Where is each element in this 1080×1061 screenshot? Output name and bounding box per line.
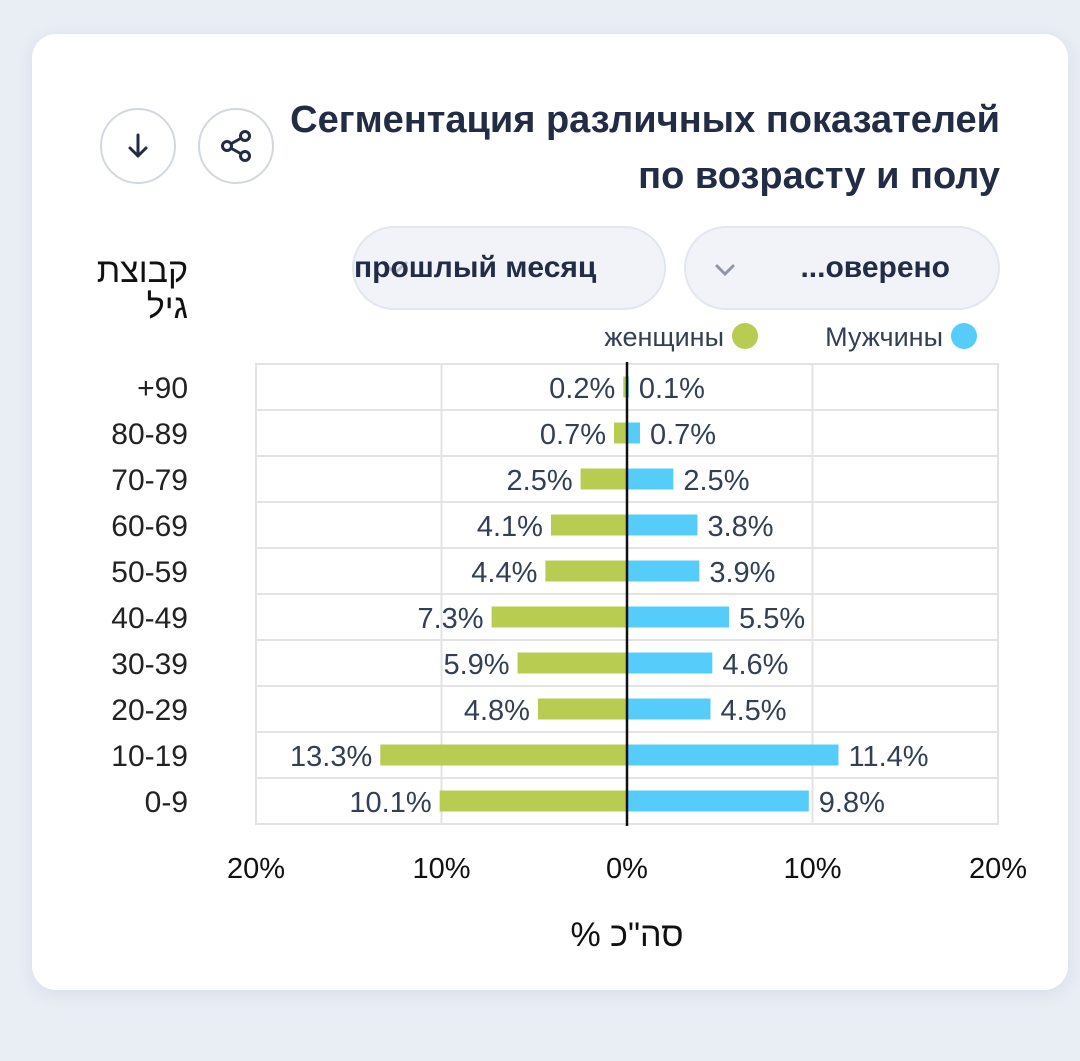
share-button[interactable] xyxy=(198,108,274,184)
y-axis-title-line1: קבוצת xyxy=(97,252,188,290)
data-label-female: 4.1% xyxy=(477,511,543,543)
period-filter-label: прошлый месяц xyxy=(354,251,597,284)
y-axis-title-line2: גיל xyxy=(147,288,188,326)
bar-male xyxy=(627,514,698,536)
category-label: 50-59 xyxy=(111,556,188,589)
bar-male xyxy=(627,790,809,812)
bar-male xyxy=(627,606,730,628)
x-tick-label: 20% xyxy=(969,853,1027,885)
category-label: 10-19 xyxy=(111,740,188,773)
bar-female xyxy=(439,790,627,812)
x-tick-label: 10% xyxy=(412,853,470,885)
arrow-down-icon xyxy=(128,133,148,158)
bar-female xyxy=(517,652,627,674)
chart-title: Сегментация различных показателей по воз… xyxy=(290,99,1000,197)
data-label-female: 4.4% xyxy=(471,557,537,589)
x-tick-label: 20% xyxy=(227,853,285,885)
legend-marker-male xyxy=(951,323,977,349)
bar-female xyxy=(614,422,627,444)
bar-female xyxy=(537,698,627,720)
data-label-male: 5.5% xyxy=(739,603,805,635)
bar-female xyxy=(545,560,627,582)
x-tick-label: 10% xyxy=(783,853,841,885)
data-label-male: 0.1% xyxy=(639,373,705,405)
chevron-down-icon xyxy=(382,261,408,276)
data-label-male: 9.8% xyxy=(819,787,885,819)
bar-male xyxy=(627,560,700,582)
bar-female xyxy=(580,468,627,490)
data-label-female: 4.8% xyxy=(464,695,530,727)
data-label-male: 3.9% xyxy=(709,557,775,589)
legend-marker-female xyxy=(732,323,758,349)
bar-male xyxy=(627,468,674,490)
bar-male xyxy=(627,652,713,674)
data-label-female: 0.2% xyxy=(549,373,615,405)
data-label-male: 3.8% xyxy=(707,511,773,543)
category-label: 20-29 xyxy=(111,694,188,727)
category-label: 40-49 xyxy=(111,602,188,635)
category-label: 80-89 xyxy=(111,418,188,451)
x-axis-title: % סה"כ xyxy=(570,916,683,954)
data-label-male: 4.5% xyxy=(720,695,786,727)
category-label: +90 xyxy=(137,372,188,405)
period-filter-dropdown[interactable]: прошлый месяц xyxy=(352,226,666,310)
chevron-down-icon xyxy=(715,264,735,277)
data-label-male: 0.7% xyxy=(650,419,716,451)
legend-label-male: Мужчины xyxy=(825,322,943,352)
data-label-female: 0.7% xyxy=(540,419,606,451)
data-label-male: 4.6% xyxy=(722,649,788,681)
x-tick-label: 0% xyxy=(606,853,648,885)
data-label-female: 2.5% xyxy=(507,465,573,497)
share-icon xyxy=(221,130,251,162)
data-label-female: 7.3% xyxy=(417,603,483,635)
data-label-female: 10.1% xyxy=(349,787,431,819)
bar-female xyxy=(550,514,627,536)
category-label: 60-69 xyxy=(111,510,188,543)
download-button[interactable] xyxy=(100,108,176,184)
bar-male xyxy=(627,698,711,720)
data-label-female: 13.3% xyxy=(290,741,372,773)
status-filter-dropdown[interactable]: ...оверено xyxy=(684,226,1000,310)
bar-female xyxy=(623,376,627,398)
category-label: 0-9 xyxy=(145,786,188,819)
bar-female xyxy=(491,606,627,628)
data-label-female: 5.9% xyxy=(443,649,509,681)
data-label-male: 2.5% xyxy=(683,465,749,497)
bar-female xyxy=(380,744,627,766)
category-label: 70-79 xyxy=(111,464,188,497)
data-label-male: 11.4% xyxy=(848,741,928,773)
bar-male xyxy=(627,422,640,444)
legend-label-female: женщины xyxy=(604,322,724,352)
category-label: 30-39 xyxy=(111,648,188,681)
bar-male xyxy=(627,744,839,766)
status-filter-label: ...оверено xyxy=(800,251,950,284)
